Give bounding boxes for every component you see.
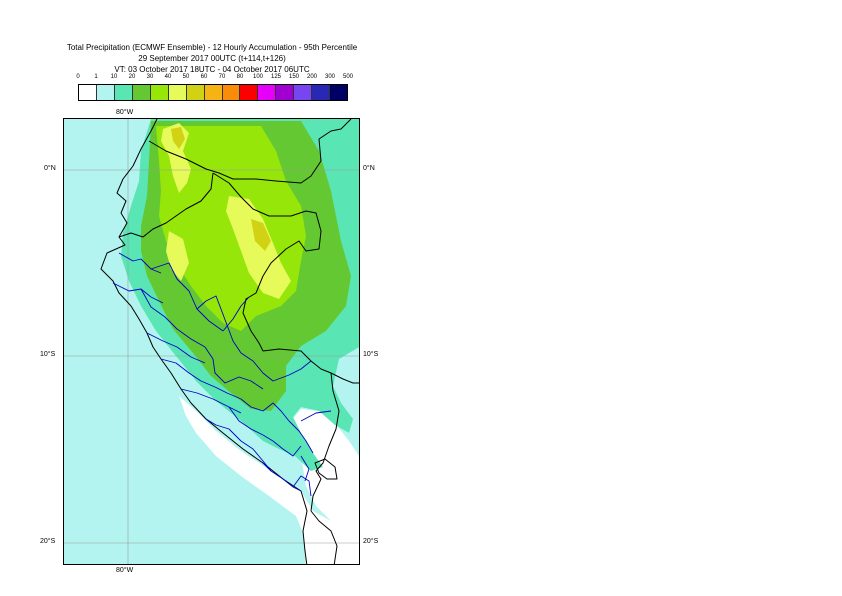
region-border-ica	[205, 418, 242, 442]
legend-swatch	[96, 85, 115, 100]
border-peru-brazil	[262, 348, 359, 384]
precip-50-60mm-north	[171, 127, 185, 149]
legend-tick-label: 10	[110, 74, 118, 80]
region-borders	[112, 252, 332, 497]
region-border-arequipa	[262, 462, 302, 492]
region-border-moquegua-tacna	[292, 475, 312, 497]
map-canvas	[64, 119, 359, 564]
region-border-loreto	[222, 296, 250, 332]
title-line-3: VT: 03 October 2017 18UTC - 04 October 2…	[114, 65, 310, 74]
region-border-junin	[214, 386, 290, 422]
lake-titicaca	[314, 458, 338, 480]
region-border-cajamarca	[140, 288, 206, 348]
border-colombia-brazil	[233, 119, 352, 184]
legend-swatch	[258, 85, 277, 100]
lat-label-right-0: 0°N	[363, 165, 375, 172]
dry-land-altiplano	[301, 451, 359, 564]
lat-label-right-10: 10°S	[363, 351, 379, 358]
lon-label-bottom: 80°W	[116, 567, 134, 574]
legend-tick-label: 70	[218, 74, 226, 80]
legend-tick-label: 125	[270, 74, 282, 80]
precip-40-50mm-central	[226, 196, 291, 299]
region-border-tumbes-piura	[118, 252, 162, 274]
border-peru-bolivia	[310, 372, 340, 512]
region-border-apurimac	[262, 434, 302, 457]
precipitation-legend: 0 1 10 20 30 40 50 60 70 80 100 125 150 200 300 500	[60, 74, 360, 104]
legend-swatch	[240, 85, 259, 100]
legend-swatch	[79, 85, 97, 100]
legend-swatch	[312, 85, 331, 100]
legend-colorbar	[78, 84, 348, 101]
region-border-huanuco-pasco	[204, 346, 264, 390]
border-ecuador-peru	[118, 172, 214, 238]
legend-tick-label: 500	[342, 74, 354, 80]
legend-tick-label: 300	[324, 74, 336, 80]
precipitation-map	[63, 118, 360, 565]
title-line-1: Total Precipitation (ECMWF Ensemble) - 1…	[66, 43, 358, 52]
lat-label-left-0: 0°N	[44, 165, 56, 172]
legend-tick-label: 100	[252, 74, 264, 80]
legend-swatch	[276, 85, 295, 100]
legend-tick-label: 40	[164, 74, 172, 80]
legend-tick-label: 0	[76, 74, 80, 80]
dry-land-area	[179, 396, 359, 564]
map-title: Total Precipitation (ECMWF Ensemble) - 1…	[0, 42, 424, 75]
legend-tick-label: 150	[288, 74, 300, 80]
region-border-huancavelica	[228, 406, 264, 436]
border-bolivia-chile	[310, 510, 338, 564]
region-border-puno	[300, 455, 310, 482]
lon-label-top: 80°W	[116, 109, 134, 116]
legend-swatch	[114, 85, 133, 100]
lat-label-left-10: 10°S	[40, 351, 56, 358]
region-border-madre-de-dios	[300, 410, 332, 422]
precip-50-60mm-central	[251, 219, 271, 251]
region-border-ucayali	[240, 352, 312, 382]
legend-swatch	[132, 85, 151, 100]
region-border-amazonas	[150, 262, 224, 332]
legend-labels: 0 1 10 20 30 40 50 60 70 80 100 125 150 200 300 500	[60, 74, 360, 84]
legend-swatch	[294, 85, 313, 100]
legend-tick-label: 200	[306, 74, 318, 80]
legend-tick-label: 20	[128, 74, 136, 80]
border-colombia-ecuador	[148, 140, 234, 180]
country-borders	[100, 119, 359, 564]
region-border-cusco	[288, 420, 314, 454]
legend-swatch	[222, 85, 241, 100]
legend-swatch	[186, 85, 205, 100]
legend-tick-label: 30	[146, 74, 154, 80]
coastline	[100, 119, 308, 564]
region-border-ancash	[160, 358, 216, 388]
latlon-grid	[64, 119, 359, 564]
region-border-ayacucho	[240, 440, 272, 472]
border-peru-colombia	[212, 172, 322, 352]
lat-label-right-20: 20°S	[363, 538, 379, 545]
legend-tick-label: 1	[94, 74, 98, 80]
legend-swatch	[204, 85, 223, 100]
legend-tick-label: 50	[182, 74, 190, 80]
legend-swatch	[150, 85, 169, 100]
title-line-2: 29 September 2017 00UTC (t+114,t+126)	[138, 54, 286, 63]
legend-swatch	[330, 85, 348, 100]
region-border-lima	[180, 388, 242, 414]
region-border-la-libertad	[146, 332, 206, 364]
legend-swatch	[168, 85, 187, 100]
lat-label-left-20: 20°S	[40, 538, 56, 545]
legend-tick-label: 80	[236, 74, 244, 80]
legend-tick-label: 60	[200, 74, 208, 80]
region-border-san-martin	[196, 295, 242, 354]
